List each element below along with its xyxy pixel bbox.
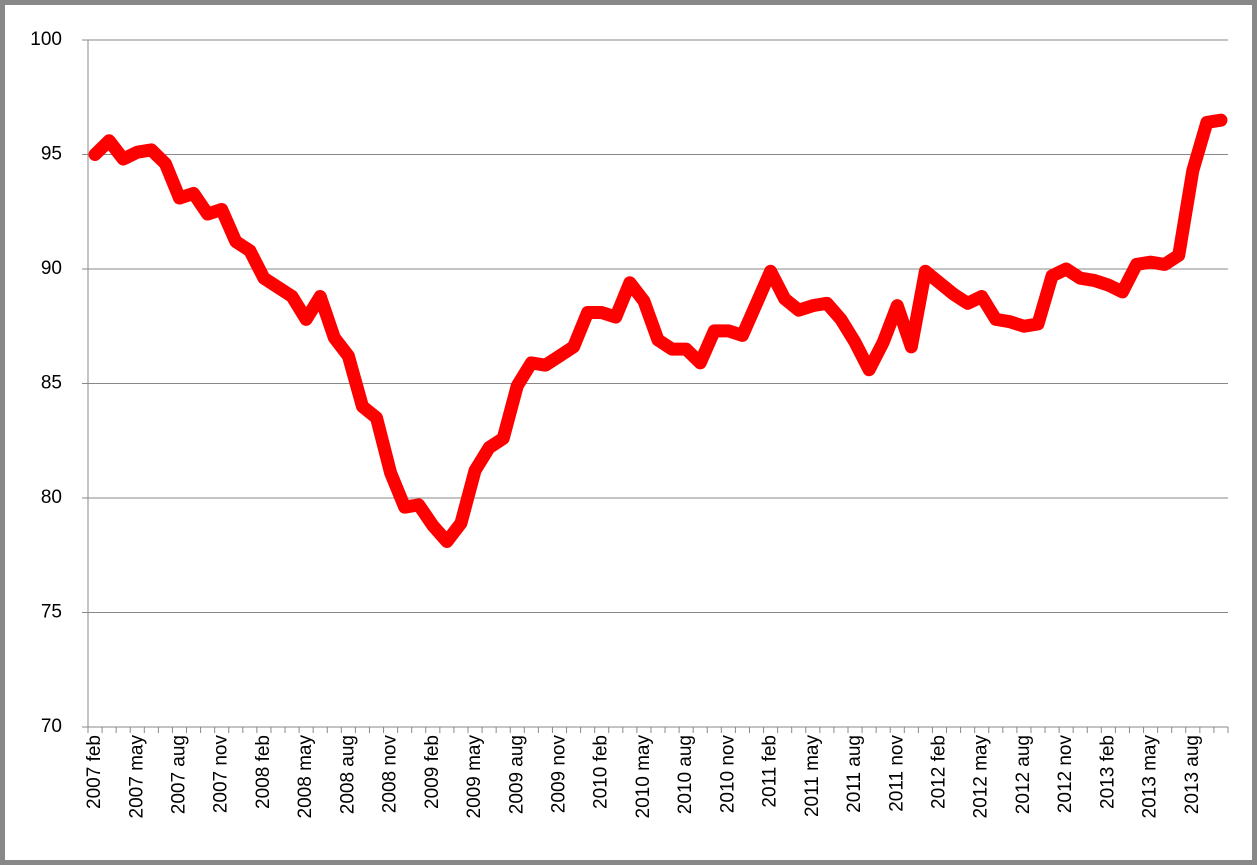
x-tick-label: 2011 aug [844, 735, 865, 813]
x-tick-label: 2007 may [126, 735, 147, 819]
x-tick-label: 2009 feb [422, 735, 443, 809]
x-tick-label: 2009 aug [506, 735, 527, 814]
x-tick-label: 2007 aug [168, 735, 189, 814]
x-tick-label: 2008 feb [253, 735, 274, 809]
x-tick-label: 2011 nov [886, 735, 907, 812]
x-tick-label: 2008 nov [380, 735, 401, 814]
x-tick-label: 2013 aug [1182, 735, 1203, 814]
y-tick-label: 90 [41, 258, 62, 279]
y-tick-label: 100 [30, 29, 62, 50]
x-tick-label: 2012 aug [1013, 735, 1034, 814]
x-tick-label: 2012 nov [1055, 735, 1076, 814]
x-tick-label: 2013 may [1140, 735, 1161, 819]
y-tick-label: 85 [41, 373, 62, 394]
data-line [88, 113, 1228, 549]
x-tick-label: 2008 aug [337, 735, 358, 814]
x-tick-label: 2010 may [633, 735, 654, 819]
x-tick-label: 2008 may [295, 735, 316, 819]
x-tick-label: 2009 may [464, 735, 485, 819]
x-tick-label: 2010 nov [717, 735, 738, 814]
y-tick-label: 70 [41, 716, 62, 737]
x-tick-label: 2010 feb [591, 735, 612, 809]
x-tick-label: 2011 feb [760, 735, 781, 808]
x-tick-label: 2012 may [971, 735, 992, 819]
x-tick-label: 2009 nov [548, 735, 569, 814]
x-tick-label: 2007 feb [84, 735, 105, 809]
x-tick-label: 2012 feb [928, 735, 949, 809]
y-tick-label: 95 [41, 144, 62, 165]
x-tick-label: 2013 feb [1097, 735, 1118, 809]
x-tick-label: 2007 nov [211, 735, 232, 814]
x-tick-label: 2011 may [802, 735, 823, 818]
x-tick-label: 2010 aug [675, 735, 696, 814]
y-tick-label: 75 [41, 602, 62, 623]
y-tick-label: 80 [41, 487, 62, 508]
